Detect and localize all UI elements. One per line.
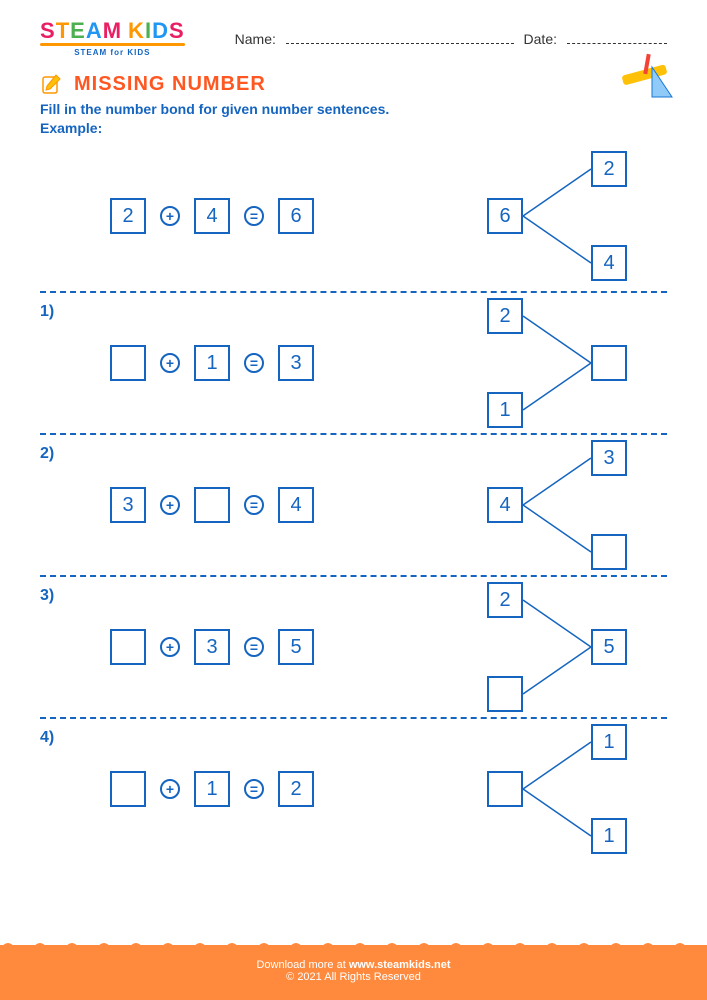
equals-icon: =: [244, 637, 264, 657]
number-bond: 21: [467, 298, 647, 428]
equals-icon: =: [244, 495, 264, 515]
bond-whole-box[interactable]: [487, 771, 523, 807]
date-label: Date:: [524, 31, 557, 47]
bond-part-box: 2: [487, 582, 523, 618]
bond-part-box[interactable]: [591, 534, 627, 570]
footer: Download more at www.steamkids.net © 202…: [0, 945, 707, 1000]
logo-text: STEAM KIDS: [40, 20, 185, 42]
number-box: 1: [194, 345, 230, 381]
worksheet-icon: [40, 72, 64, 96]
name-input-line[interactable]: [286, 30, 514, 44]
plus-icon: +: [160, 206, 180, 226]
problem-number: 2): [40, 445, 54, 463]
example-label: Example:: [40, 120, 667, 136]
bond-part-box: 1: [591, 818, 627, 854]
number-box[interactable]: [110, 345, 146, 381]
footer-copyright: © 2021 All Rights Reserved: [0, 971, 707, 983]
name-label: Name:: [235, 31, 276, 47]
number-box: 3: [194, 629, 230, 665]
bond-part-box: 4: [591, 245, 627, 281]
bond-whole-box: 6: [487, 198, 523, 234]
number-box[interactable]: [194, 487, 230, 523]
number-bond: 43: [467, 440, 647, 570]
problem-row: 3)+3=552: [40, 577, 667, 717]
worksheet-header: STEAM KIDS STEAM for KIDS Name: Date:: [40, 20, 667, 57]
problem-number: 1): [40, 303, 54, 321]
ruler-triangle-icon: [617, 52, 677, 102]
number-box: 1: [194, 771, 230, 807]
number-bond: 11: [467, 724, 647, 854]
bond-whole-box: 4: [487, 487, 523, 523]
problem-row: 4)+1=211: [40, 719, 667, 859]
number-box: 4: [278, 487, 314, 523]
bond-part-box: 2: [591, 151, 627, 187]
problem-row: 2)3+=443: [40, 435, 667, 575]
number-box: 2: [110, 198, 146, 234]
bond-whole-box[interactable]: [591, 345, 627, 381]
number-box[interactable]: [110, 771, 146, 807]
number-box: 3: [110, 487, 146, 523]
equation: +3 = 5: [110, 629, 314, 665]
logo: STEAM KIDS STEAM for KIDS: [40, 20, 185, 57]
plus-icon: +: [160, 495, 180, 515]
bond-part-box: 2: [487, 298, 523, 334]
worksheet-title: MISSING NUMBER: [74, 73, 266, 96]
number-box: 4: [194, 198, 230, 234]
problem-number: 4): [40, 729, 54, 747]
problem-number: 3): [40, 587, 54, 605]
date-input-line[interactable]: [567, 30, 667, 44]
number-box: 6: [278, 198, 314, 234]
bond-whole-box: 5: [591, 629, 627, 665]
equation: +1 = 3: [110, 345, 314, 381]
plus-icon: +: [160, 637, 180, 657]
bond-part-box: 1: [487, 392, 523, 428]
footer-download-text: Download more at www.steamkids.net: [0, 959, 707, 971]
footer-link: www.steamkids.net: [349, 959, 451, 971]
number-bond: 52: [467, 582, 647, 712]
number-box[interactable]: [110, 629, 146, 665]
instruction-text: Fill in the number bond for given number…: [40, 101, 667, 117]
logo-tagline: STEAM for KIDS: [74, 48, 150, 57]
bond-part-box[interactable]: [487, 676, 523, 712]
number-bond: 6 2 4: [467, 151, 647, 281]
number-box: 2: [278, 771, 314, 807]
plus-icon: +: [160, 353, 180, 373]
number-box: 5: [278, 629, 314, 665]
equation: 2 +4 = 6: [110, 198, 314, 234]
bond-part-box: 1: [591, 724, 627, 760]
number-box: 3: [278, 345, 314, 381]
bond-part-box: 3: [591, 440, 627, 476]
problem-row: 1)+1=321: [40, 293, 667, 433]
equation: +1 = 2: [110, 771, 314, 807]
equals-icon: =: [244, 353, 264, 373]
equals-icon: =: [244, 779, 264, 799]
equals-icon: =: [244, 206, 264, 226]
equation: 3 + = 4: [110, 487, 314, 523]
example-row: 2 +4 = 6 6 2 4: [40, 141, 667, 291]
plus-icon: +: [160, 779, 180, 799]
